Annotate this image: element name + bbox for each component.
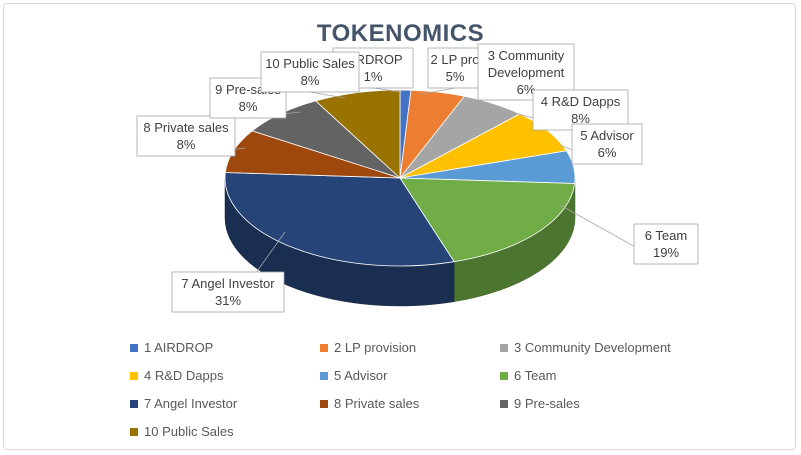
legend-swatch-9 — [500, 400, 508, 408]
callout-label-1-2: 1% — [364, 69, 383, 84]
pie-slice-7 — [224, 172, 455, 267]
callout-label-2-2: 5% — [446, 69, 465, 84]
legend-label-6: 6 Team — [514, 368, 557, 383]
legend-swatch-6 — [500, 372, 508, 380]
legend-item-3: 3 Community Development — [500, 340, 671, 355]
legend-item-1: 1 AIRDROP — [130, 340, 213, 355]
legend-label-7: 7 Angel Investor — [144, 396, 238, 411]
callout-label-6-2: 19% — [653, 245, 679, 260]
callout-box-8 — [136, 115, 236, 157]
callout-label-10-2: 8% — [301, 73, 320, 88]
callout-leader-2 — [421, 87, 456, 95]
callout-4: 4 R&D Dapps 8% — [509, 89, 629, 131]
callout-label-5-2: 6% — [598, 145, 617, 160]
legend-swatch-3 — [500, 344, 508, 352]
legend-item-7: 7 Angel Investor — [130, 396, 237, 411]
callout-label-4-1: 4 R&D Dapps — [541, 94, 621, 109]
legend-label-4: 4 R&D Dapps — [144, 368, 224, 383]
legend-item-4: 4 R&D Dapps — [130, 368, 223, 383]
legend-label-3: 3 Community Development — [514, 340, 671, 355]
callout-label-8-2: 8% — [177, 137, 196, 152]
callout-box-5 — [571, 123, 643, 165]
legend-item-10: 10 Public Sales — [130, 424, 234, 439]
legend-swatch-5 — [320, 372, 328, 380]
legend-label-10: 10 Public Sales — [144, 424, 234, 439]
legend-label-5: 5 Advisor — [334, 368, 388, 383]
legend-label-8: 8 Private sales — [334, 396, 420, 411]
legend-item-5: 5 Advisor — [320, 368, 387, 383]
legend-swatch-10 — [130, 428, 138, 436]
callout-6: 6 Team 19% — [559, 204, 699, 265]
legend-swatch-8 — [320, 400, 328, 408]
callout-box-10 — [260, 51, 360, 93]
pie-slice-6 — [399, 177, 576, 263]
callout-leader-10 — [309, 91, 346, 99]
callout-label-7-2: 31% — [215, 293, 241, 308]
callout-7: 7 Angel Investor 31% — [171, 231, 286, 313]
callout-label-8-1: 8 Private sales — [143, 120, 229, 135]
legend-item-6: 6 Team — [500, 368, 556, 383]
callout-label-10-1: 10 Public Sales — [265, 56, 355, 71]
legend-swatch-1 — [130, 344, 138, 352]
legend-label-9: 9 Pre-sales — [514, 396, 580, 411]
callout-label-3-1: 3 Community — [488, 48, 565, 63]
chart-title: TOKENOMICS — [316, 20, 485, 47]
legend-label-2: 2 LP provision — [334, 340, 417, 355]
legend-swatch-7 — [130, 400, 138, 408]
callout-label-6-1: 6 Team — [645, 228, 687, 243]
callout-label-3-3: 6% — [517, 82, 536, 97]
pie-slice-10 — [314, 89, 401, 179]
callout-2: 2 LP pro 5% — [421, 47, 483, 95]
legend-item-8: 8 Private sales — [320, 396, 419, 411]
callout-label-4-2: 8% — [571, 111, 590, 126]
callout-label-3-2: Development — [488, 65, 565, 80]
legend-item-9: 9 Pre-sales — [500, 396, 580, 411]
legend-label-1: 1 AIRDROP — [144, 340, 214, 355]
legend-swatch-2 — [320, 344, 328, 352]
callout-box-7 — [171, 271, 285, 313]
callout-label-7-1: 7 Angel Investor — [181, 276, 275, 291]
callout-box-4 — [532, 89, 629, 131]
callout-10: 10 Public Sales 8% — [260, 51, 360, 99]
callout-leader-1 — [372, 87, 403, 93]
legend-item-2: 2 LP provision — [320, 340, 416, 355]
legend-swatch-4 — [130, 372, 138, 380]
callout-label-5-1: 5 Advisor — [580, 128, 634, 143]
callout-8: 8 Private sales 8% — [136, 115, 246, 157]
callout-label-9-2: 8% — [239, 99, 258, 114]
callout-label-2-1: 2 LP pro — [431, 52, 480, 67]
callout-box-6 — [633, 223, 699, 265]
callout-5: 5 Advisor 6% — [559, 123, 643, 165]
chart-frame — [3, 3, 796, 450]
